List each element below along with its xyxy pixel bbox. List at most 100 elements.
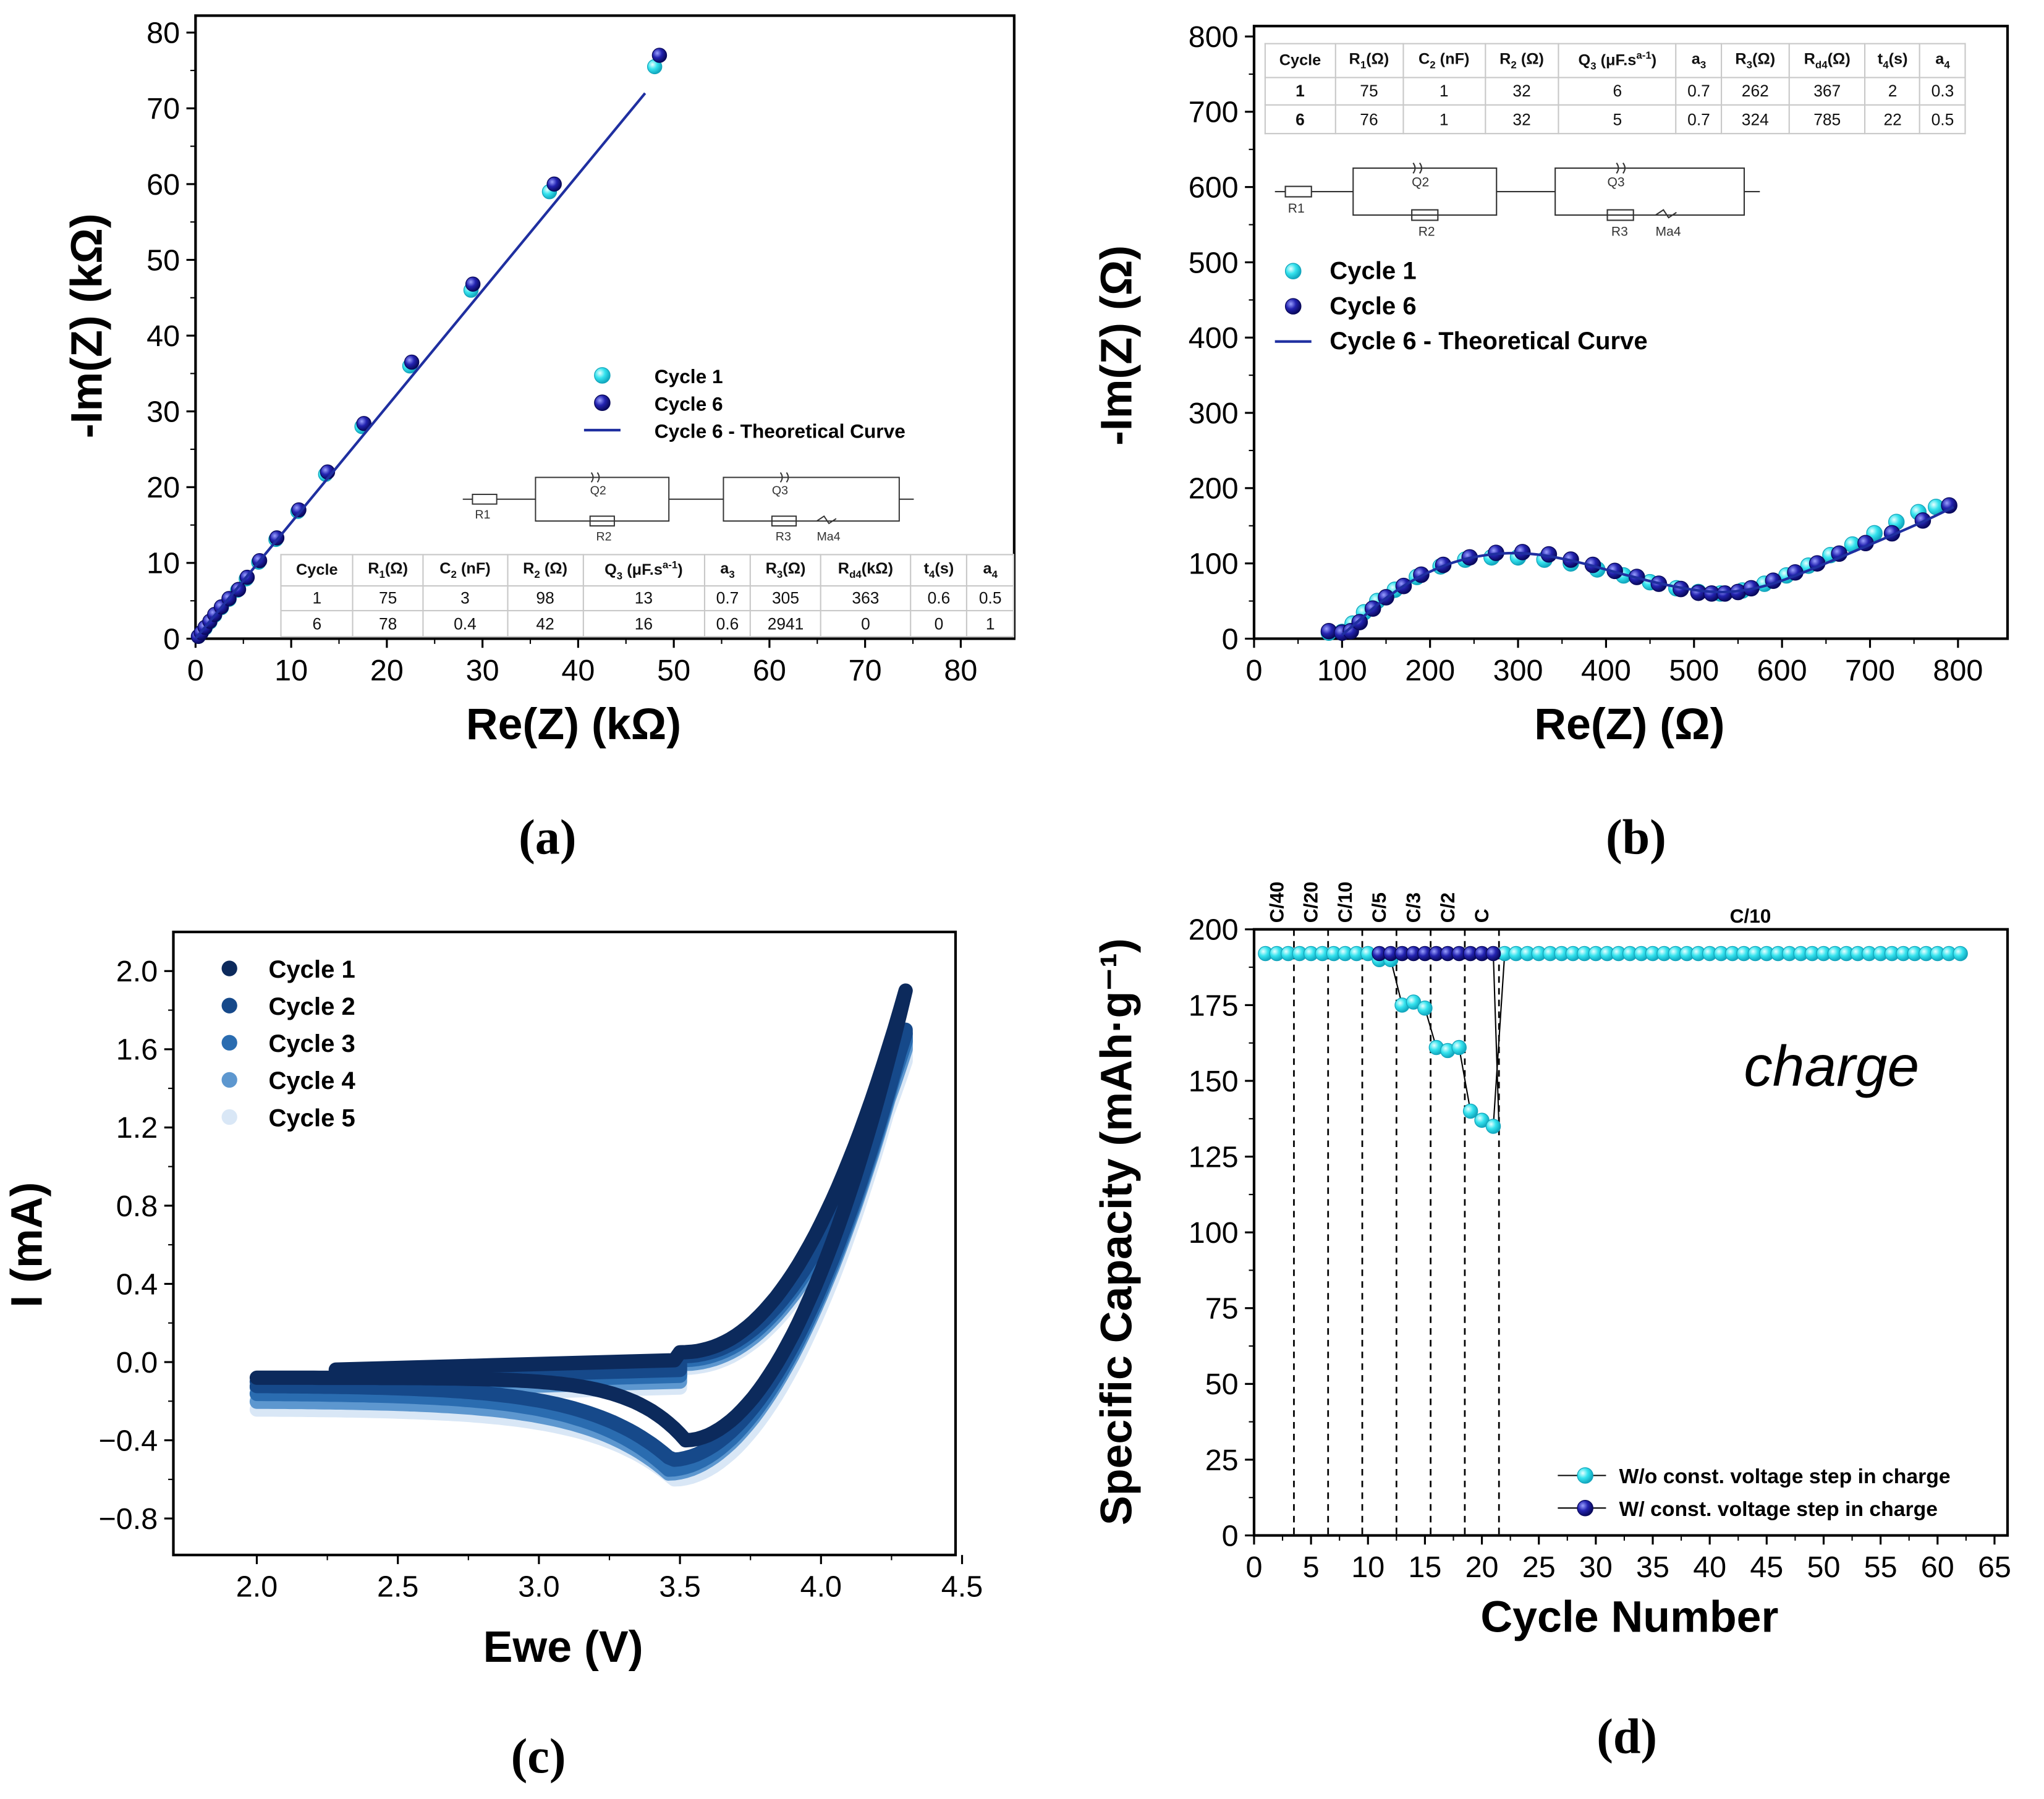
table-cell: 2	[1864, 77, 1921, 106]
header-text-part: a	[1691, 49, 1700, 69]
header-text-part: a-1	[1636, 49, 1652, 61]
table-cell: 0	[910, 610, 968, 638]
diffusion-element-ma4	[1655, 209, 1677, 219]
header-text-part: Cycle	[296, 561, 338, 580]
table-cell: 785	[1788, 104, 1866, 135]
resistor-r3	[771, 515, 797, 527]
header-text-part: 3	[729, 569, 735, 581]
x-tick-label: 200	[1405, 654, 1455, 687]
series-line-with-cv	[1379, 952, 1500, 1127]
x-tick-label: 100	[1317, 654, 1367, 687]
x-tick-label: 30	[466, 654, 499, 687]
header-text-part: (Ω)	[1516, 49, 1544, 69]
header-text-part: (kΩ)	[861, 559, 894, 578]
circuit-label: R3	[1611, 225, 1628, 239]
table-row: 1 75 3 98 13 0.7 305 363 0.6 0.5	[280, 585, 1014, 612]
circuit-label: Q2	[1412, 176, 1429, 190]
x-tick-label: 2.5	[377, 1570, 418, 1604]
table-header-cell: R3(Ω)	[1720, 43, 1790, 78]
header-text-part: (μF.s	[622, 560, 663, 578]
header-text-part: t	[923, 559, 930, 578]
table-cell: 22	[1864, 104, 1921, 135]
header-text-part: 3	[616, 569, 623, 582]
plot-frame	[1252, 928, 2009, 1537]
table-row: 6 78 0.4 42 16 0.6 2941 0 0 1	[280, 610, 1014, 638]
chart-panel-d: 0 5 10 15 20 25 30 35 40 45 50 55 60 65 0 25 50 75 100 125 1…	[1092, 881, 2011, 1764]
legend-marker-cycle1	[1284, 263, 1302, 279]
chart-panel-c: 2.0 2.5 3.0 3.5 4.0 4.5 −0.8 −0.4 0.0 0.4 0.8 1.2 1.…	[2, 930, 983, 1784]
table-cell: 2941	[750, 610, 821, 638]
equivalent-circuit-diagram: R1 Q2 R2 Q3 R3 Ma4	[462, 472, 914, 543]
fit-parameters-table-a: Cycle R1(Ω) C2 (nF) R2 (Ω) Q3 (μF.sa-1) a3 R3(…	[280, 554, 1014, 638]
header-text-part: (s)	[1888, 49, 1908, 69]
legend-label: Cycle 6 - Theoretical Curve	[655, 420, 905, 442]
table-cell: 0.6	[703, 610, 752, 638]
x-tick-label: 70	[849, 654, 882, 687]
y-tick-label: 175	[1189, 989, 1239, 1022]
x-tick-label: 3.0	[518, 1570, 559, 1604]
cv-curve-cycle-1	[249, 983, 913, 1448]
table-cell: 32	[1484, 77, 1559, 106]
header-text-part: Q	[604, 560, 617, 578]
y-axis-title: I (mA)	[2, 1182, 51, 1308]
x-tick-label: 3.5	[659, 1570, 700, 1604]
legend-label: Cycle 6 - Theoretical Curve	[1329, 328, 1647, 355]
header-text-part: (μF.s	[1596, 50, 1637, 69]
y-tick-label: 0.0	[116, 1346, 158, 1379]
circuit-block-3	[723, 476, 900, 522]
x-tick-label: 60	[753, 654, 786, 687]
table-cell: 78	[352, 610, 424, 638]
header-text-part: (Ω)	[540, 559, 568, 578]
x-tick-label: 700	[1845, 654, 1895, 687]
y-tick-label: 75	[1205, 1292, 1239, 1326]
header-text-part: C	[1418, 49, 1430, 69]
diffusion-element-ma4	[816, 515, 837, 525]
rate-label: C/20	[1300, 881, 1322, 923]
capacity-point-without-cv	[1485, 1119, 1501, 1134]
header-text-part: R	[1499, 49, 1511, 69]
cpe-q2-symbol	[1412, 163, 1423, 174]
cycle6-point	[291, 502, 307, 518]
y-tick-label: 400	[1189, 321, 1239, 355]
table-cell: 16	[582, 610, 705, 638]
y-tick-label: 800	[1189, 20, 1239, 54]
panel-label: (a)	[519, 810, 576, 865]
cycle6-point	[465, 276, 481, 292]
x-tick-label: 600	[1757, 654, 1807, 687]
resistor-r1	[472, 493, 498, 505]
table-cell: 0.7	[1676, 104, 1722, 135]
header-text-part: R	[1349, 49, 1360, 69]
y-tick-label: 500	[1189, 246, 1239, 279]
y-tick-label: 50	[146, 243, 180, 277]
x-tick-label: 80	[944, 654, 977, 687]
legend-marker-cycle6	[1284, 298, 1302, 315]
table-header-cell: t4(s)	[910, 554, 968, 586]
legend-label: W/o const. voltage step in charge	[1619, 1465, 1951, 1488]
header-text-part: (Ω)	[1366, 49, 1389, 69]
y-tick-label: 0.8	[116, 1190, 158, 1223]
table-cell: 0.5	[966, 585, 1014, 612]
y-axis-title: Specific Capacity (mAh·g⁻¹)	[1092, 938, 1142, 1525]
circuit-label: R3	[776, 530, 791, 543]
legend-marker-cycle6	[594, 394, 611, 411]
x-tick-label: 0	[1245, 654, 1262, 687]
y-tick-label: 150	[1189, 1065, 1239, 1098]
legend-label: Cycle 1	[655, 365, 723, 387]
x-tick-label: 40	[1693, 1551, 1726, 1584]
table-cell: 305	[750, 585, 821, 612]
table-header-cell: a3	[703, 554, 752, 586]
y-tick-label: 300	[1189, 397, 1239, 430]
circuit-label: R1	[475, 508, 490, 522]
x-axis-title: Ewe (V)	[483, 1622, 643, 1672]
table-cell: 1	[280, 585, 354, 612]
x-tick-label: 4.0	[800, 1570, 842, 1604]
rate-label: C/40	[1265, 881, 1287, 923]
x-tick-label: 55	[1864, 1551, 1898, 1584]
circuit-label: Ma4	[1656, 225, 1681, 239]
x-tick-label: 20	[1465, 1551, 1499, 1584]
table-cell: 0.3	[1919, 77, 1966, 106]
table-header-cell: C2 (nF)	[422, 554, 508, 586]
header-text-part: t	[1877, 49, 1883, 69]
header-text-part: 3	[1746, 59, 1753, 72]
cpe-q3-symbol	[1616, 163, 1626, 174]
